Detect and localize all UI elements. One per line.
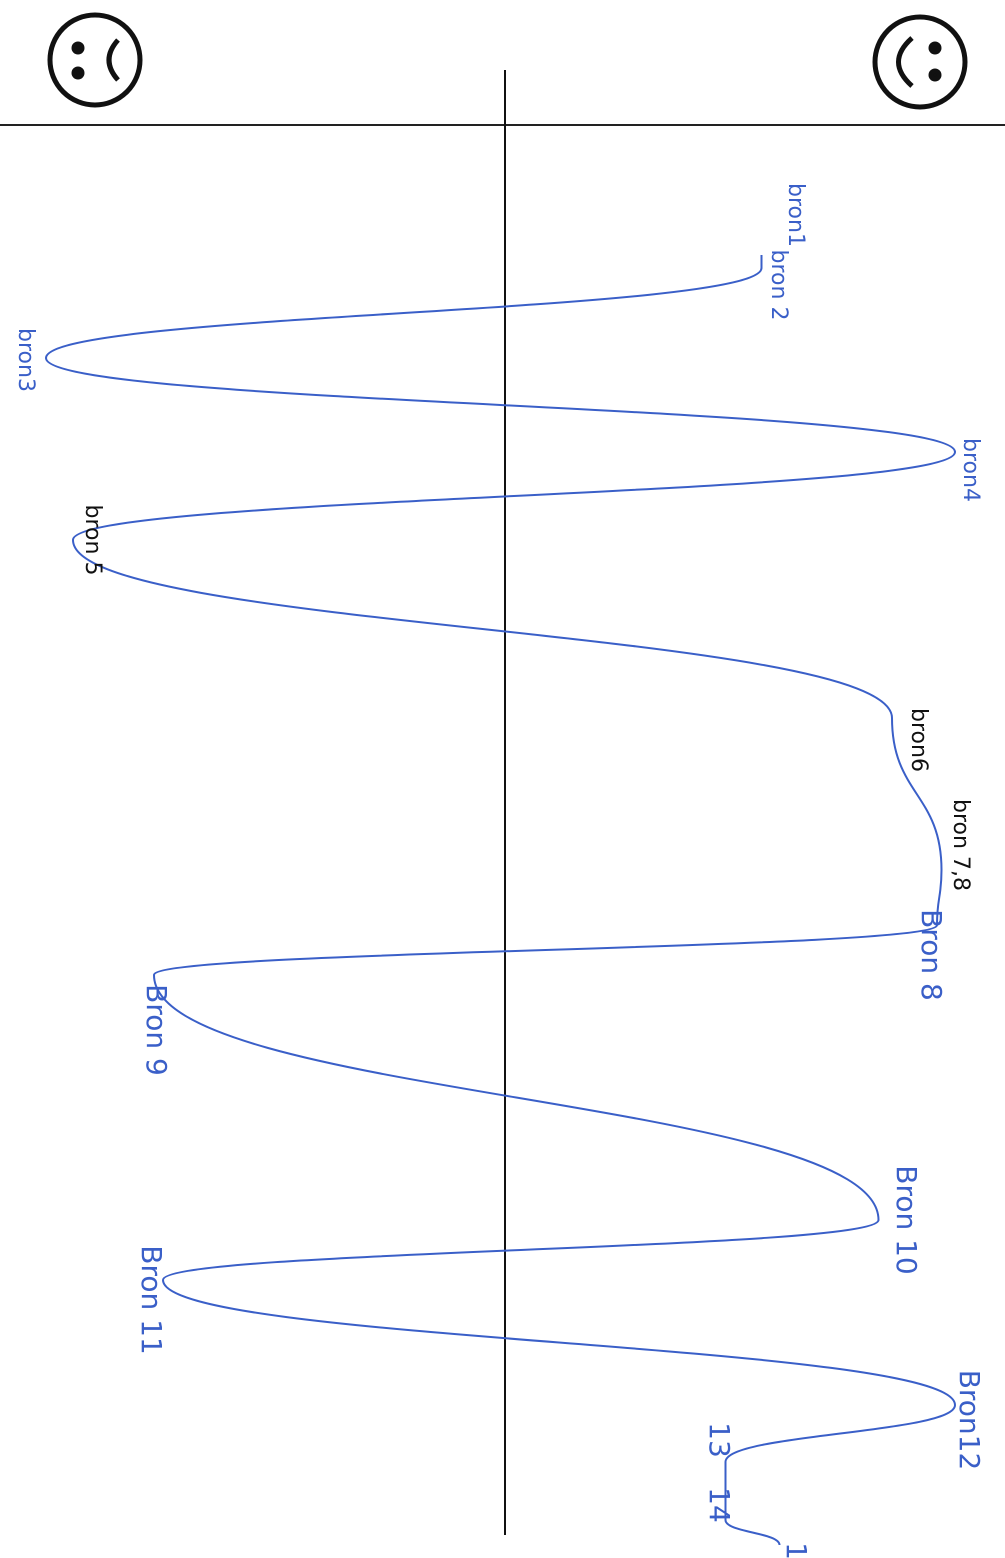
point-label: bron4: [958, 438, 983, 502]
point-label: 13: [703, 1422, 736, 1458]
point-label: Bron 9: [140, 984, 173, 1076]
happy-face: [872, 14, 968, 110]
point-label: 14: [703, 1487, 736, 1523]
point-label: 15: [780, 1542, 813, 1558]
point-label: bron3: [13, 328, 38, 392]
sad-face: [47, 12, 143, 108]
point-label: bron 7,8: [948, 799, 973, 891]
point-label: bron 5: [80, 505, 105, 576]
line: [44, 255, 957, 1546]
point-label: Bron 8: [915, 909, 948, 1001]
point-label: Bron 11: [135, 1245, 168, 1355]
point-label: bron1: [783, 183, 808, 247]
point-label: bron 2: [766, 250, 791, 321]
point-label: bron6: [906, 708, 931, 772]
point-label: Bron12: [953, 1370, 986, 1471]
point-label: Bron 10: [890, 1165, 923, 1275]
